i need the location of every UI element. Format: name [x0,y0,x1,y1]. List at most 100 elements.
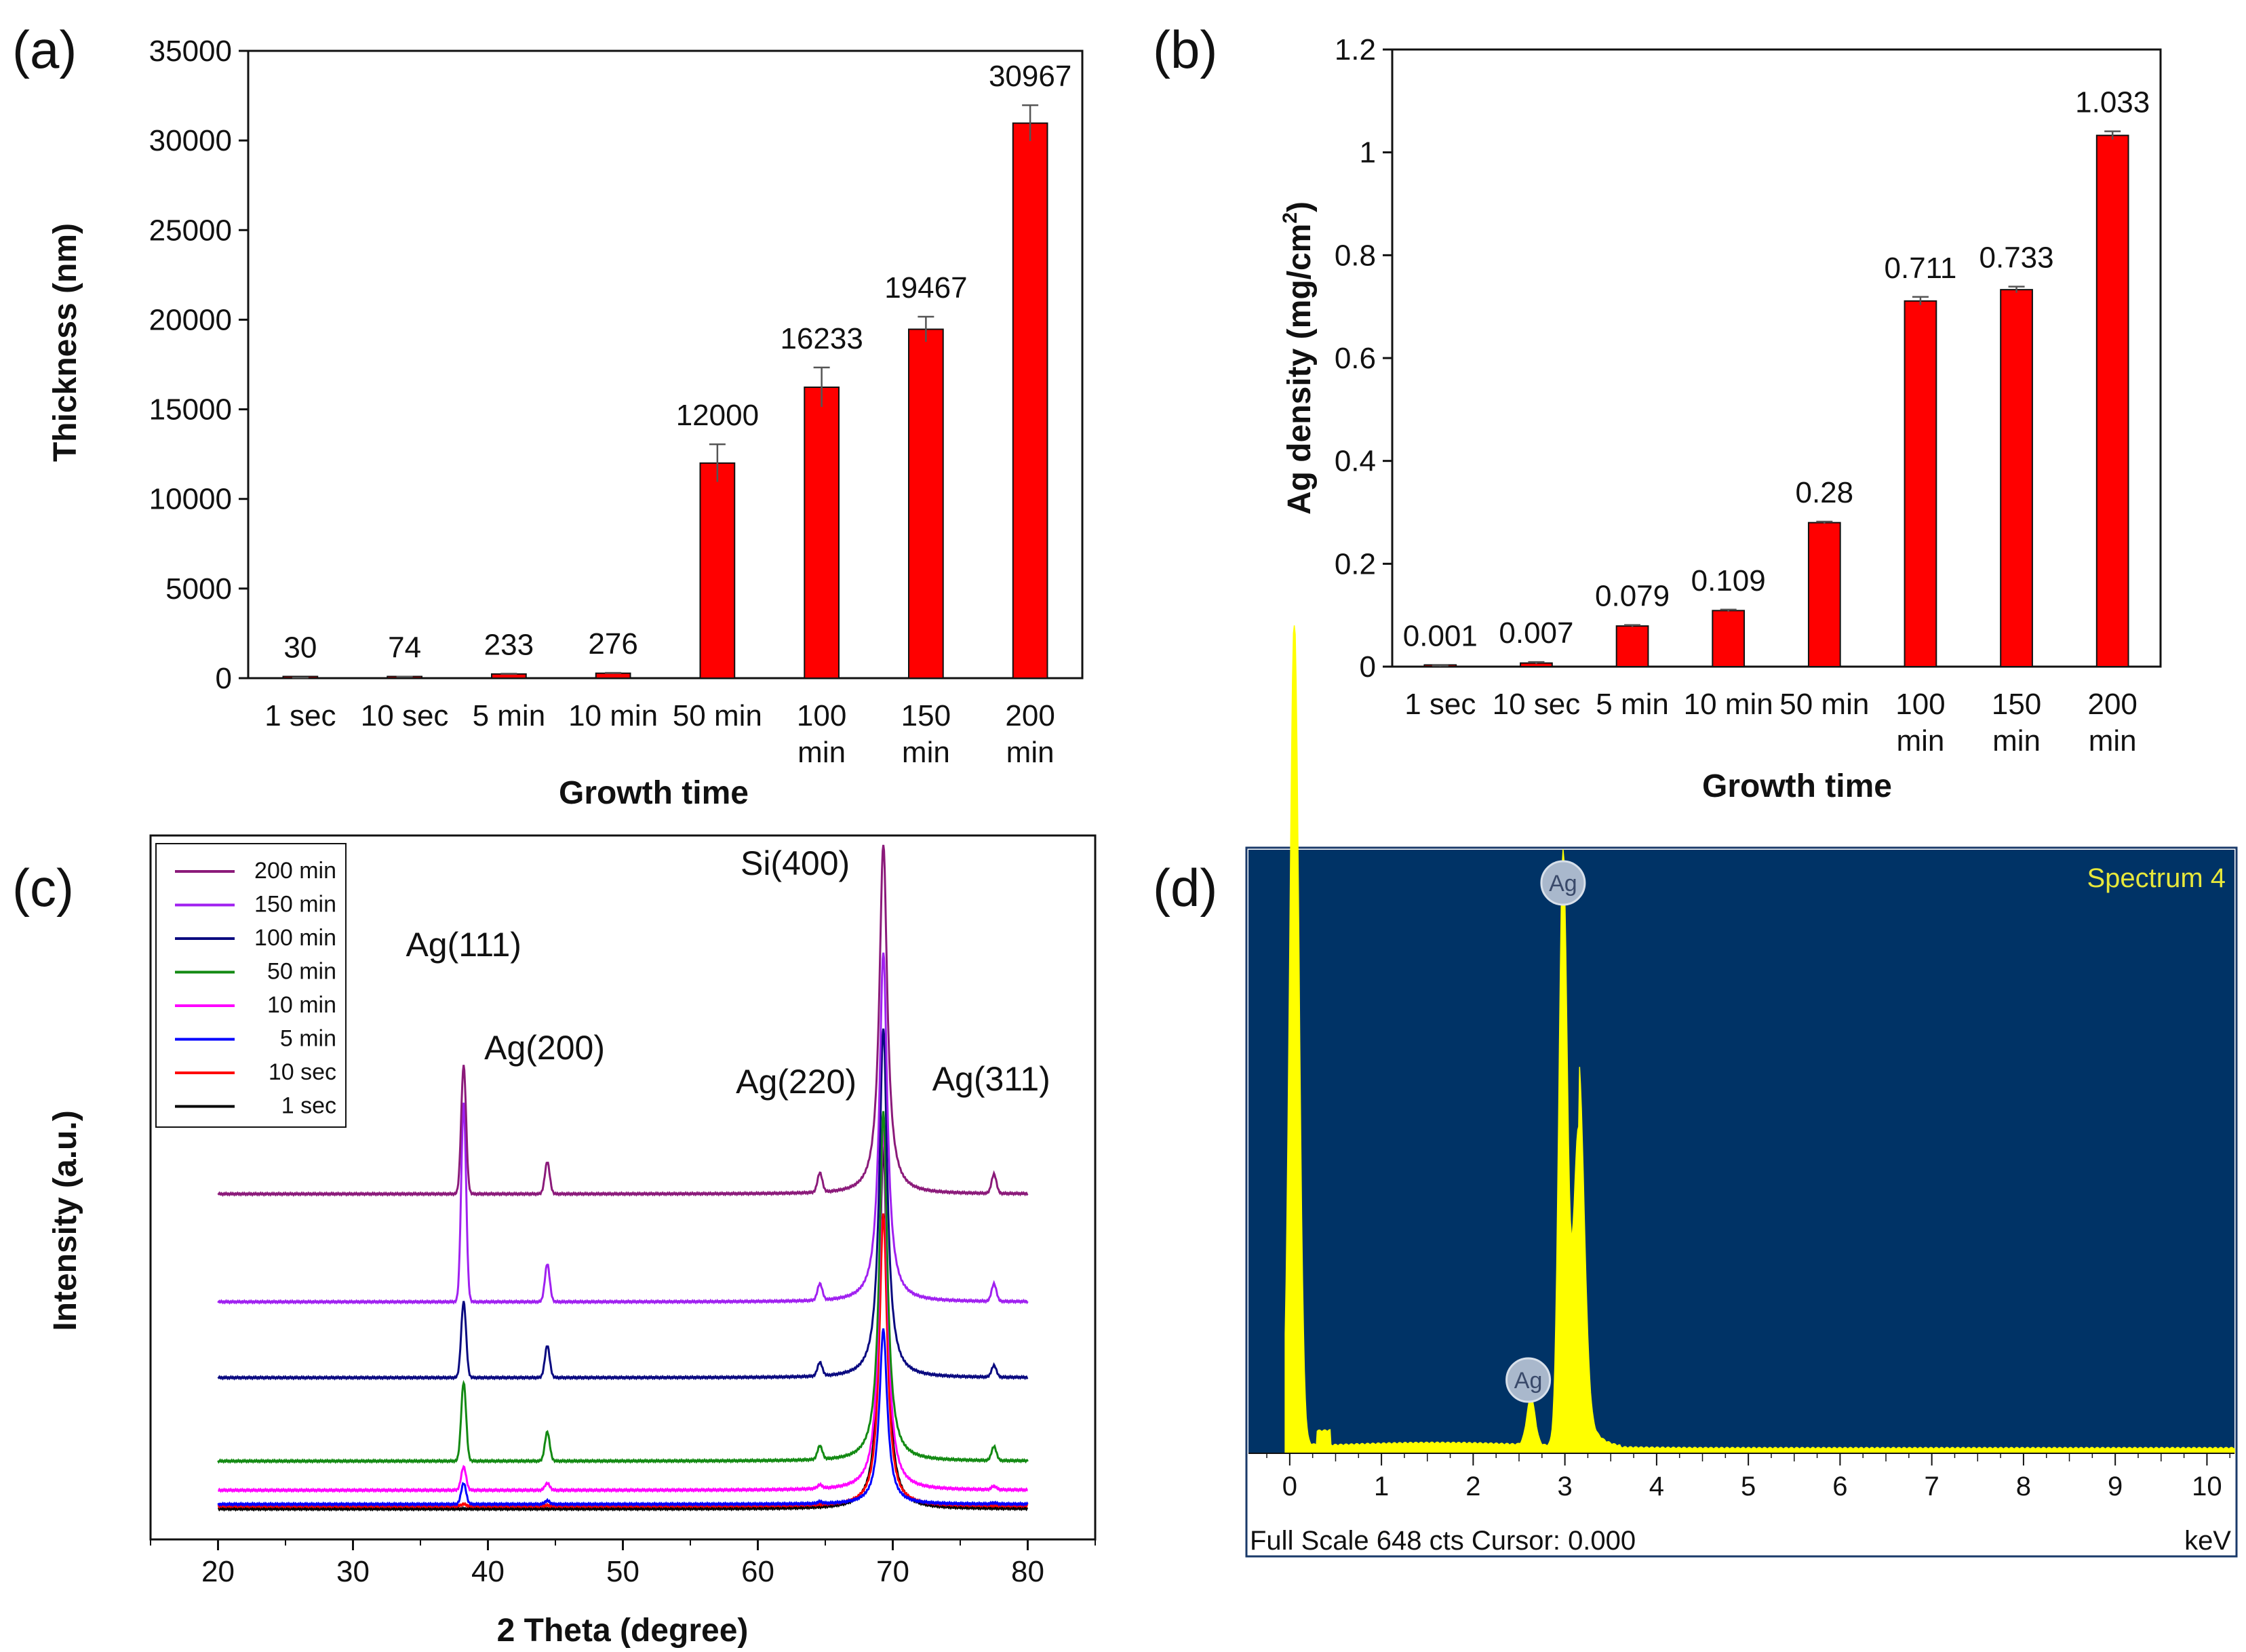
x-tick-label: 200 [2087,688,2137,721]
y-tick-label: 30000 [149,124,232,157]
bar [2000,289,2033,667]
bar [908,328,944,679]
series-line-100-min [217,1028,1029,1381]
chart-d-unit: keV [2184,1526,2231,1556]
x-tick-label: 1 [1374,1472,1389,1501]
panel-label-c: (c) [12,858,74,918]
bar [804,386,840,679]
chart-c-x-title: 2 Theta (degree) [497,1613,749,1649]
chart-a-x-axis: 1 sec 10 sec 5 min 10 min 50 min 100 min 150 min… [264,699,1055,769]
y-tick-label: 1 [1360,136,1376,170]
y-tick-label: 20000 [149,303,232,336]
peak-label: Ag(111) [406,926,521,964]
y-tick-label: 1.2 [1335,33,1376,66]
y-tick-label: 5000 [165,572,232,606]
x-tick-label: 50 min [673,699,762,732]
legend-label: 50 min [267,959,336,985]
chart-b-y-title: Ag density (mg/cm2) [1279,201,1318,515]
bar [699,462,736,679]
data-label: 0.711 [1885,252,1957,285]
legend-label: 1 sec [281,1093,336,1119]
y-tick-label: 35000 [149,35,232,68]
peak-badge-label: Ag [1549,871,1577,897]
x-tick-label: 4 [1649,1472,1664,1501]
peak-label: Ag(311) [932,1060,1050,1098]
peak-label: Ag(200) [484,1029,605,1067]
x-tick-label: 6 [1832,1472,1847,1501]
x-tick-label: 50 min [1779,688,1869,721]
legend-label: 150 min [254,892,336,918]
x-tick-label: 50 [606,1555,639,1588]
legend-label: 5 min [280,1026,336,1052]
x-tick-label: 80 [1011,1555,1044,1588]
chart-c-x-axis: 20 30 40 50 60 70 80 [150,1539,1096,1588]
bar [1807,522,1841,668]
chart-c-peak-labels: Ag(111) Ag(200) Ag(220) Ag(311) Si(400) [406,844,1050,1101]
x-tick-label: min [1006,736,1055,769]
peak-badge [1505,1357,1552,1403]
x-tick-label: 10 sec [1493,688,1581,721]
data-label: 0.079 [1595,580,1670,613]
chart-d-eds: Spectrum 4 Ag Ag 0 1 2 3 4 5 6 7 8 9 10 Full Scale … [1245,625,2238,1558]
data-label: 233 [484,628,534,661]
chart-d-spectrum [1284,625,2235,1454]
chart-d-spectrum-title: Spectrum 4 [2087,863,2226,893]
chart-c-legend-box [155,843,347,1128]
chart-d-x-axis: 0 1 2 3 4 5 6 7 8 9 10 [1266,1453,2230,1501]
data-label: 0.28 [1795,476,1853,509]
x-tick-label: 2 [1465,1472,1480,1501]
chart-a-bars: 30 74 233 276 12000 16233 19467 30967 [282,60,1071,680]
bar [1712,610,1746,668]
y-tick-label: 15000 [149,393,232,427]
x-tick-label: 7 [1925,1472,1939,1501]
panel-label-d: (d) [1153,858,1217,918]
x-tick-label: 5 [1741,1472,1756,1501]
x-tick-label: 10 min [1684,688,1773,721]
peak-label: Si(400) [741,844,850,882]
x-tick-label: 150 [1992,688,2041,721]
bar [2095,134,2129,667]
data-label: 74 [388,631,421,665]
x-tick-label: 9 [2108,1472,2123,1501]
x-tick-label: min [1896,724,1944,758]
y-tick-label: 0 [216,662,232,695]
chart-a-plot-frame [247,50,1084,680]
x-tick-label: 1 sec [264,699,336,732]
chart-c-series [217,844,1029,1512]
chart-b-bars: 0.001 0.007 0.079 0.109 0.28 0.711 0.733 1.033 [1403,86,2150,668]
x-tick-label: 10 min [568,699,658,732]
chart-c-legend: 200 min 150 min 100 min 50 min 10 min 5 min 10… [155,843,347,1128]
series-line-150-min [217,952,1029,1305]
x-tick-label: 100 [1895,688,1945,721]
x-tick-label: 0 [1282,1472,1297,1501]
x-tick-label: 70 [876,1555,909,1588]
x-tick-label: 100 [797,699,846,732]
legend-label: 10 min [267,992,336,1018]
x-tick-label: 5 min [473,699,546,732]
data-label: 12000 [676,399,759,432]
x-tick-label: 5 min [1596,688,1669,721]
data-label: 276 [588,627,637,661]
y-tick-label: 0.4 [1335,445,1376,478]
legend-label: 100 min [254,925,336,951]
x-tick-label: 40 [471,1555,505,1588]
x-tick-label: 20 [201,1555,235,1588]
chart-a-x-title: Growth time [559,775,749,811]
x-tick-label: min [902,736,950,769]
y-tick-label: 25000 [149,214,232,247]
spectrum-area [1284,625,2235,1454]
data-label: 16233 [780,322,863,355]
x-tick-label: 30 [336,1555,370,1588]
series-line-5-min [217,1328,1029,1508]
series-line-1-sec [218,1146,1028,1512]
x-tick-label: 1 sec [1404,688,1476,721]
y-tick-label: 0.8 [1335,239,1376,272]
y-tick-label: 0.6 [1335,342,1376,375]
bar [1615,625,1649,668]
chart-b-x-title: Growth time [1702,768,1892,804]
chart-a-y-title: Thickness (nm) [47,223,83,462]
x-tick-label: min [1992,724,2041,758]
x-tick-label: 10 [2192,1472,2222,1501]
